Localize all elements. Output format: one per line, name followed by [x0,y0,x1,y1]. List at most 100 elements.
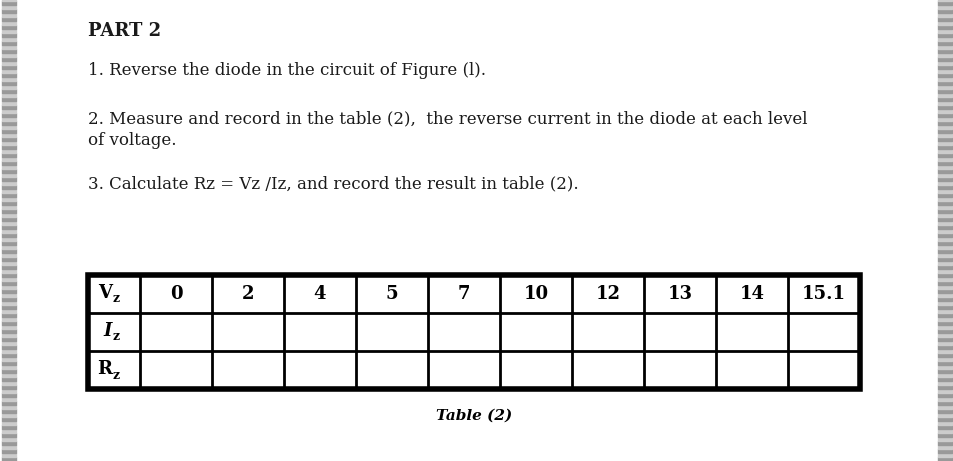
Text: 10: 10 [523,285,548,303]
Bar [2,69,16,73]
Bar [2,349,16,353]
Text: 2: 2 [241,285,254,303]
Bar [937,37,951,41]
Bar [2,433,16,437]
Bar [937,201,951,205]
Bar [2,413,16,417]
Bar [937,169,951,173]
Bar [2,333,16,337]
Bar [937,41,951,45]
Bar [937,21,951,25]
Bar [937,385,951,389]
Text: of voltage.: of voltage. [88,132,176,149]
Bar [2,161,16,165]
Bar [937,73,951,77]
Bar [2,49,16,53]
Bar [937,125,951,129]
Bar [937,329,951,333]
Bar [937,337,951,341]
Bar [2,121,16,125]
Bar [2,409,16,413]
Bar [2,401,16,405]
Bar [937,65,951,69]
Bar [937,433,951,437]
Bar [937,49,951,53]
Bar [937,141,951,145]
Bar [2,45,16,49]
Bar [2,201,16,205]
Bar [937,17,951,21]
Bar [937,389,951,393]
Bar [2,325,16,329]
Bar [2,417,16,421]
Bar [2,361,16,365]
Bar [937,209,951,213]
Bar [2,33,16,37]
Bar [2,237,16,241]
Bar [937,197,951,201]
Bar [937,273,951,277]
Bar [937,349,951,353]
Bar [937,157,951,161]
Text: z: z [112,292,120,306]
Bar [2,129,16,133]
Bar [937,177,951,181]
Bar [2,381,16,385]
Bar [937,437,951,441]
Bar [2,217,16,221]
Bar [2,105,16,109]
Bar [2,249,16,253]
Text: I: I [104,322,112,340]
Bar [2,253,16,257]
Bar [2,113,16,117]
Bar [2,277,16,281]
Bar [2,145,16,149]
Bar [937,129,951,133]
Bar [937,57,951,61]
Bar [937,301,951,305]
Bar [2,273,16,277]
Bar [2,193,16,197]
Bar [937,257,951,261]
Bar [937,285,951,289]
Bar [2,21,16,25]
Bar [2,309,16,313]
Bar [2,197,16,201]
Text: R: R [97,360,112,378]
Bar [937,237,951,241]
Bar [937,13,951,17]
Bar [2,25,16,29]
Bar [937,229,951,233]
Bar [2,405,16,409]
Bar [2,245,16,249]
Bar [2,385,16,389]
Bar [2,305,16,309]
Bar [937,145,951,149]
Bar [937,97,951,101]
Bar [2,157,16,161]
Bar [2,53,16,57]
Text: 3. Calculate Rz = Vz /Iz, and record the result in table (2).: 3. Calculate Rz = Vz /Iz, and record the… [88,175,578,192]
Text: 0: 0 [170,285,182,303]
Bar [937,25,951,29]
Bar [937,225,951,229]
Bar [2,353,16,357]
Bar [88,275,859,389]
Text: z: z [112,368,120,382]
Text: 12: 12 [595,285,619,303]
Bar [937,193,951,197]
Bar [937,421,951,425]
Bar [2,93,16,97]
Bar [2,9,16,13]
Bar [2,117,16,121]
Bar [937,217,951,221]
Bar [2,457,16,461]
Bar [2,97,16,101]
Bar [937,377,951,381]
Bar [937,161,951,165]
Bar [2,449,16,453]
Bar [937,317,951,321]
Bar [2,321,16,325]
Bar [937,81,951,85]
Bar [937,265,951,269]
